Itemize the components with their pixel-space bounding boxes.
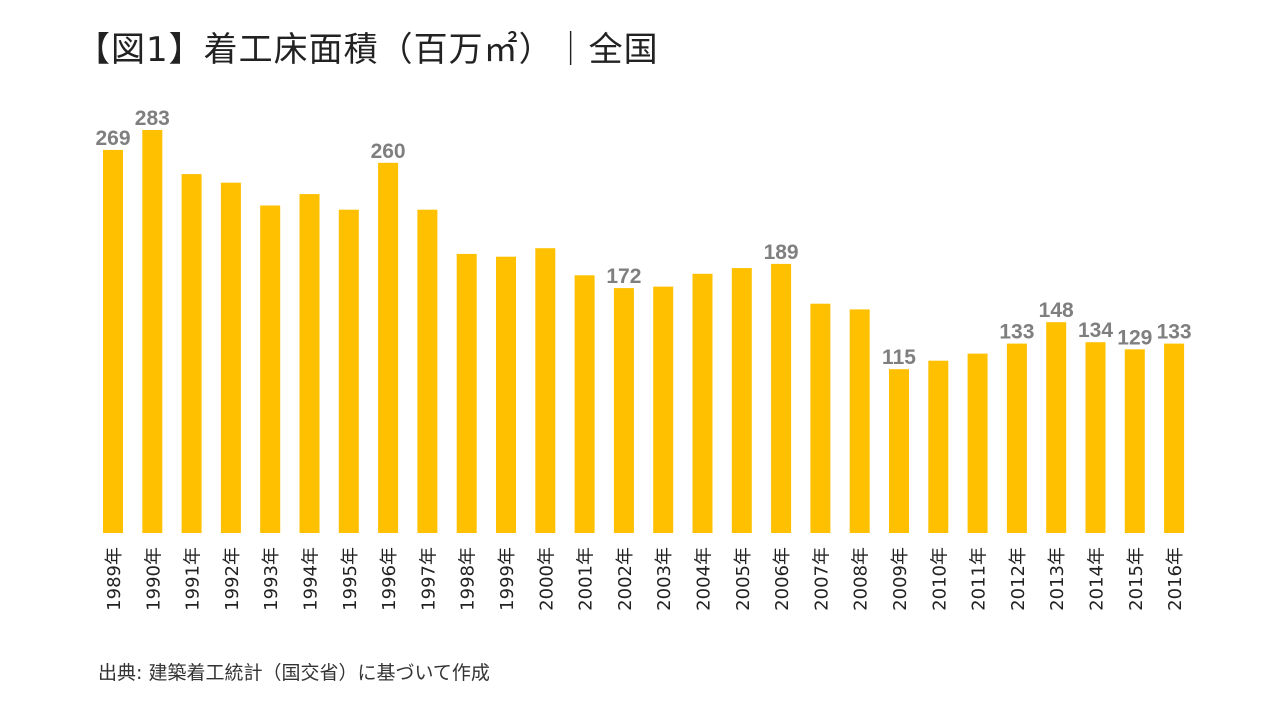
x-tick-label: 1994年 xyxy=(301,547,322,611)
x-tick-label: 2009年 xyxy=(890,547,911,611)
bar-2011年 xyxy=(967,353,988,533)
bar-2006年 xyxy=(771,263,792,533)
chart-title: 【図1】着工床面積（百万㎡）｜全国 xyxy=(76,30,659,70)
bar-1994年 xyxy=(299,194,320,533)
bar-2005年 xyxy=(731,268,752,533)
data-label: 133 xyxy=(1157,321,1192,344)
bar-2002年 xyxy=(613,288,634,533)
x-tick-label: 2014年 xyxy=(1087,547,1108,611)
bar-1993年 xyxy=(260,205,281,533)
bar-2013年 xyxy=(1046,322,1067,533)
bar-2007年 xyxy=(810,303,831,533)
x-tick-label: 2001年 xyxy=(576,547,597,611)
data-label: 172 xyxy=(606,265,641,288)
bar-2016年 xyxy=(1164,343,1185,533)
data-label: 283 xyxy=(135,107,170,130)
bar-2001年 xyxy=(574,275,595,533)
bar-2010年 xyxy=(928,360,949,533)
bar-2004年 xyxy=(692,273,713,533)
data-label: 115 xyxy=(882,346,916,369)
x-tick-label: 1990年 xyxy=(143,547,164,611)
source-note: 出典: 建築着工統計（国交省）に基づいて作成 xyxy=(98,662,490,684)
x-tick-label: 1993年 xyxy=(261,547,282,611)
data-label: 129 xyxy=(1117,326,1152,349)
bar-1991年 xyxy=(181,174,202,533)
x-tick-label: 2011年 xyxy=(969,547,990,611)
x-tick-label: 2013年 xyxy=(1047,547,1068,611)
bar-1999年 xyxy=(496,256,516,533)
x-tick-label: 2006年 xyxy=(772,547,793,611)
x-tick-label: 2015年 xyxy=(1126,547,1147,611)
data-label: 260 xyxy=(371,140,406,163)
data-label: 134 xyxy=(1078,319,1113,342)
data-label: 148 xyxy=(1039,299,1074,322)
data-label: 189 xyxy=(764,241,799,264)
bar-1997年 xyxy=(417,209,438,533)
x-tick-label: 2008年 xyxy=(851,547,872,611)
x-tick-label: 2007年 xyxy=(811,547,832,611)
x-tick-label: 1998年 xyxy=(458,547,479,611)
x-tick-label: 1997年 xyxy=(418,547,439,611)
x-tick-label: 2005年 xyxy=(733,547,754,611)
bar-2014年 xyxy=(1085,342,1106,533)
x-tick-label: 1999年 xyxy=(497,547,518,611)
bar-2008年 xyxy=(849,309,870,533)
x-tick-label: 2000年 xyxy=(536,547,557,611)
bar-1995年 xyxy=(338,209,359,533)
data-label: 133 xyxy=(999,321,1034,344)
data-label: 269 xyxy=(95,127,130,150)
bar-2003年 xyxy=(653,286,674,533)
x-tick-label: 1989年 xyxy=(104,547,125,611)
bar-2012年 xyxy=(1006,343,1027,533)
x-tick-label: 2003年 xyxy=(654,547,675,611)
bar-1998年 xyxy=(456,253,477,533)
bar-2000年 xyxy=(535,248,556,533)
bar-1996年 xyxy=(378,162,399,534)
x-tick-label: 2016年 xyxy=(1165,547,1186,611)
x-tick-label: 1995年 xyxy=(340,547,361,611)
x-tick-label: 2002年 xyxy=(615,547,636,611)
bar-2009年 xyxy=(889,369,909,533)
bar-1989年 xyxy=(103,149,123,533)
x-tick-label: 2010年 xyxy=(929,547,950,611)
x-tick-label: 2012年 xyxy=(1008,547,1029,611)
x-tick-label: 1996年 xyxy=(379,547,400,611)
bar-1992年 xyxy=(220,182,241,533)
x-tick-label: 2004年 xyxy=(694,547,715,611)
bar-2015年 xyxy=(1124,349,1145,533)
x-tick-label: 1992年 xyxy=(222,547,243,611)
bar-1990年 xyxy=(142,130,163,533)
x-tick-label: 1991年 xyxy=(183,547,204,611)
